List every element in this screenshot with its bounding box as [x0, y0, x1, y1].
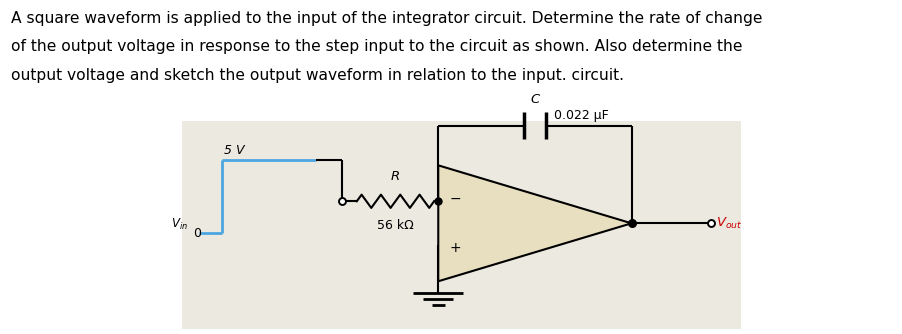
Text: 56 kΩ: 56 kΩ: [377, 219, 413, 232]
Text: 0: 0: [193, 227, 201, 240]
Text: $V_{in}$: $V_{in}$: [170, 216, 188, 231]
Text: 5 V: 5 V: [224, 144, 244, 157]
Text: $V_{out}$: $V_{out}$: [715, 216, 742, 231]
Polygon shape: [437, 165, 630, 281]
FancyBboxPatch shape: [182, 121, 740, 329]
Text: −: −: [448, 192, 460, 206]
Text: +: +: [448, 241, 460, 255]
Text: of the output voltage in response to the step input to the circuit as shown. Als: of the output voltage in response to the…: [12, 39, 742, 54]
Text: C: C: [529, 93, 538, 106]
Text: R: R: [391, 170, 400, 183]
Text: A square waveform is applied to the input of the integrator circuit. Determine t: A square waveform is applied to the inpu…: [12, 11, 762, 26]
Text: output voltage and sketch the output waveform in relation to the input. circuit.: output voltage and sketch the output wav…: [12, 67, 624, 82]
Text: 0.022 μF: 0.022 μF: [554, 109, 608, 122]
